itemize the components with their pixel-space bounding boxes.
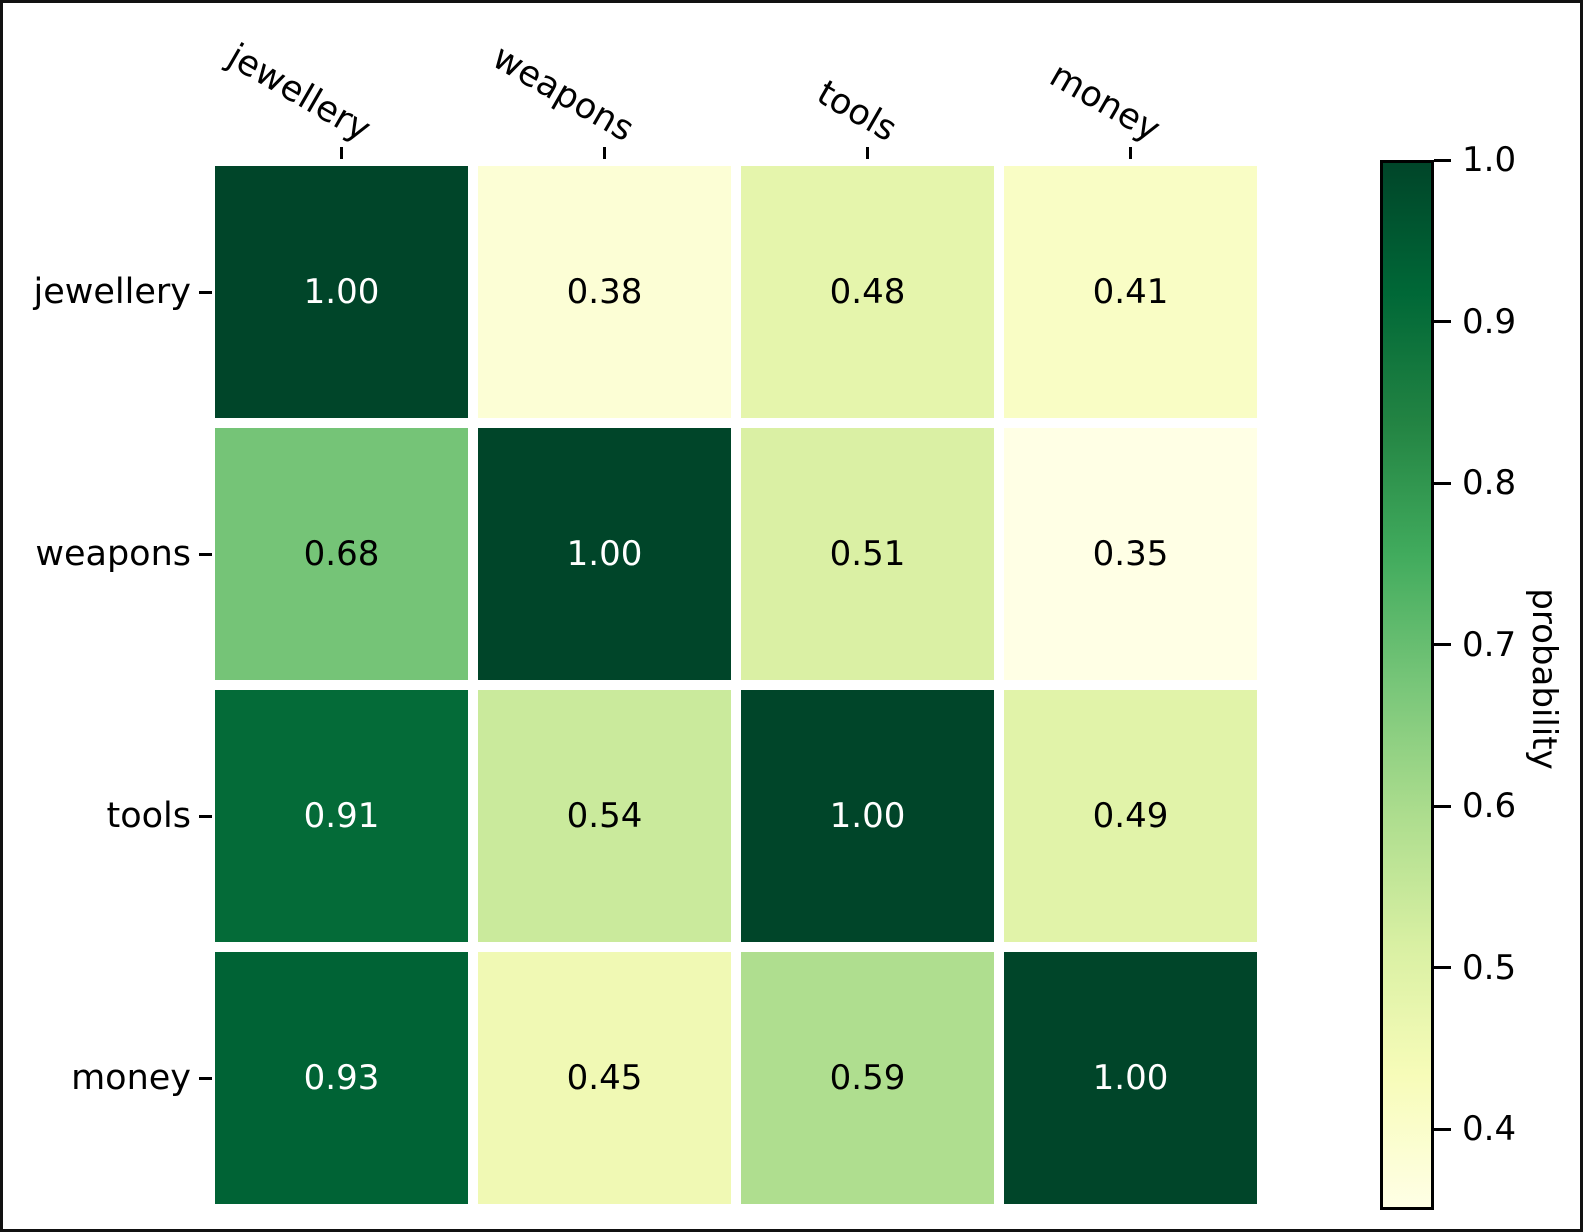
cell-value: 0.54 (566, 796, 643, 836)
heatmap-cell-tools-money: 0.49 (1004, 690, 1257, 942)
heatmap-cell-jewellery-tools: 0.48 (741, 166, 994, 418)
cell-value: 0.51 (829, 534, 906, 574)
cell-value: 0.45 (566, 1058, 643, 1098)
x-axis-tick (866, 147, 869, 159)
heatmap-grid: 1.00 0.38 0.48 0.41 0.68 1.00 0.51 0.35 0.91 0.54… (215, 166, 1257, 1204)
heatmap-cell-tools-jewellery: 0.91 (215, 690, 468, 942)
heatmap-cell-jewellery-weapons: 0.38 (478, 166, 731, 418)
colorbar-tick-label: 0.9 (1462, 301, 1517, 342)
colorbar-gradient (1380, 160, 1434, 1210)
y-axis-label-money: money (71, 1058, 191, 1098)
x-axis-label-jewellery: jewellery (220, 36, 378, 150)
x-axis-tick (603, 147, 606, 159)
x-axis-label-weapons: weapons (485, 36, 641, 150)
colorbar-tick (1434, 804, 1451, 808)
colorbar-tick (1434, 481, 1451, 485)
y-axis-label-jewellery: jewellery (33, 272, 192, 312)
cell-value: 1.00 (566, 534, 643, 574)
colorbar-tick-label: 0.5 (1462, 947, 1517, 988)
heatmap-cell-weapons-weapons: 1.00 (478, 428, 731, 680)
colorbar-tick-label: 1.0 (1462, 140, 1517, 180)
heatmap-cell-money-money: 1.00 (1004, 952, 1257, 1204)
colorbar-tick-label: 0.4 (1462, 1109, 1517, 1150)
y-axis-label-tools: tools (106, 796, 191, 836)
heatmap-cell-money-weapons: 0.45 (478, 952, 731, 1204)
x-axis-label-money: money (1042, 54, 1167, 150)
colorbar-tick (1434, 966, 1451, 970)
colorbar-tick-label: 0.7 (1462, 624, 1517, 665)
colorbar-tick (1434, 1127, 1451, 1131)
heatmap-cell-tools-tools: 1.00 (741, 690, 994, 942)
y-axis-tick (199, 552, 212, 556)
cell-value: 0.35 (1092, 534, 1169, 574)
y-axis-tick (199, 290, 212, 294)
colorbar-tick (1434, 643, 1451, 647)
heatmap-cell-money-jewellery: 0.93 (215, 952, 468, 1204)
colorbar-label: probability (1524, 588, 1564, 770)
cell-value: 1.00 (829, 796, 906, 836)
heatmap-cell-weapons-jewellery: 0.68 (215, 428, 468, 680)
cell-value: 0.38 (566, 272, 643, 312)
cell-value: 1.00 (303, 272, 380, 312)
colorbar-tick-label: 0.8 (1462, 463, 1517, 504)
x-axis-tick (340, 147, 343, 159)
colorbar-tick-label: 0.6 (1462, 786, 1517, 827)
heatmap-cell-weapons-tools: 0.51 (741, 428, 994, 680)
cell-value: 0.48 (829, 272, 906, 312)
colorbar-tick (1434, 158, 1451, 162)
cell-value: 1.00 (1092, 1058, 1169, 1098)
cell-value: 0.41 (1092, 272, 1169, 312)
x-axis-tick (1129, 147, 1132, 159)
heatmap-cell-jewellery-money: 0.41 (1004, 166, 1257, 418)
cell-value: 0.49 (1092, 796, 1169, 836)
cell-value: 0.93 (303, 1058, 380, 1098)
cell-value: 0.91 (303, 796, 380, 836)
heatmap-cell-money-tools: 0.59 (741, 952, 994, 1204)
heatmap-cell-jewellery-jewellery: 1.00 (215, 166, 468, 418)
y-axis-tick (199, 814, 212, 818)
heatmap-cell-weapons-money: 0.35 (1004, 428, 1257, 680)
x-axis-label-tools: tools (810, 72, 904, 150)
y-axis-tick (199, 1076, 212, 1080)
cell-value: 0.68 (303, 534, 380, 574)
heatmap-cell-tools-weapons: 0.54 (478, 690, 731, 942)
y-axis-label-weapons: weapons (35, 534, 191, 574)
colorbar-tick (1434, 320, 1451, 324)
cell-value: 0.59 (829, 1058, 906, 1098)
